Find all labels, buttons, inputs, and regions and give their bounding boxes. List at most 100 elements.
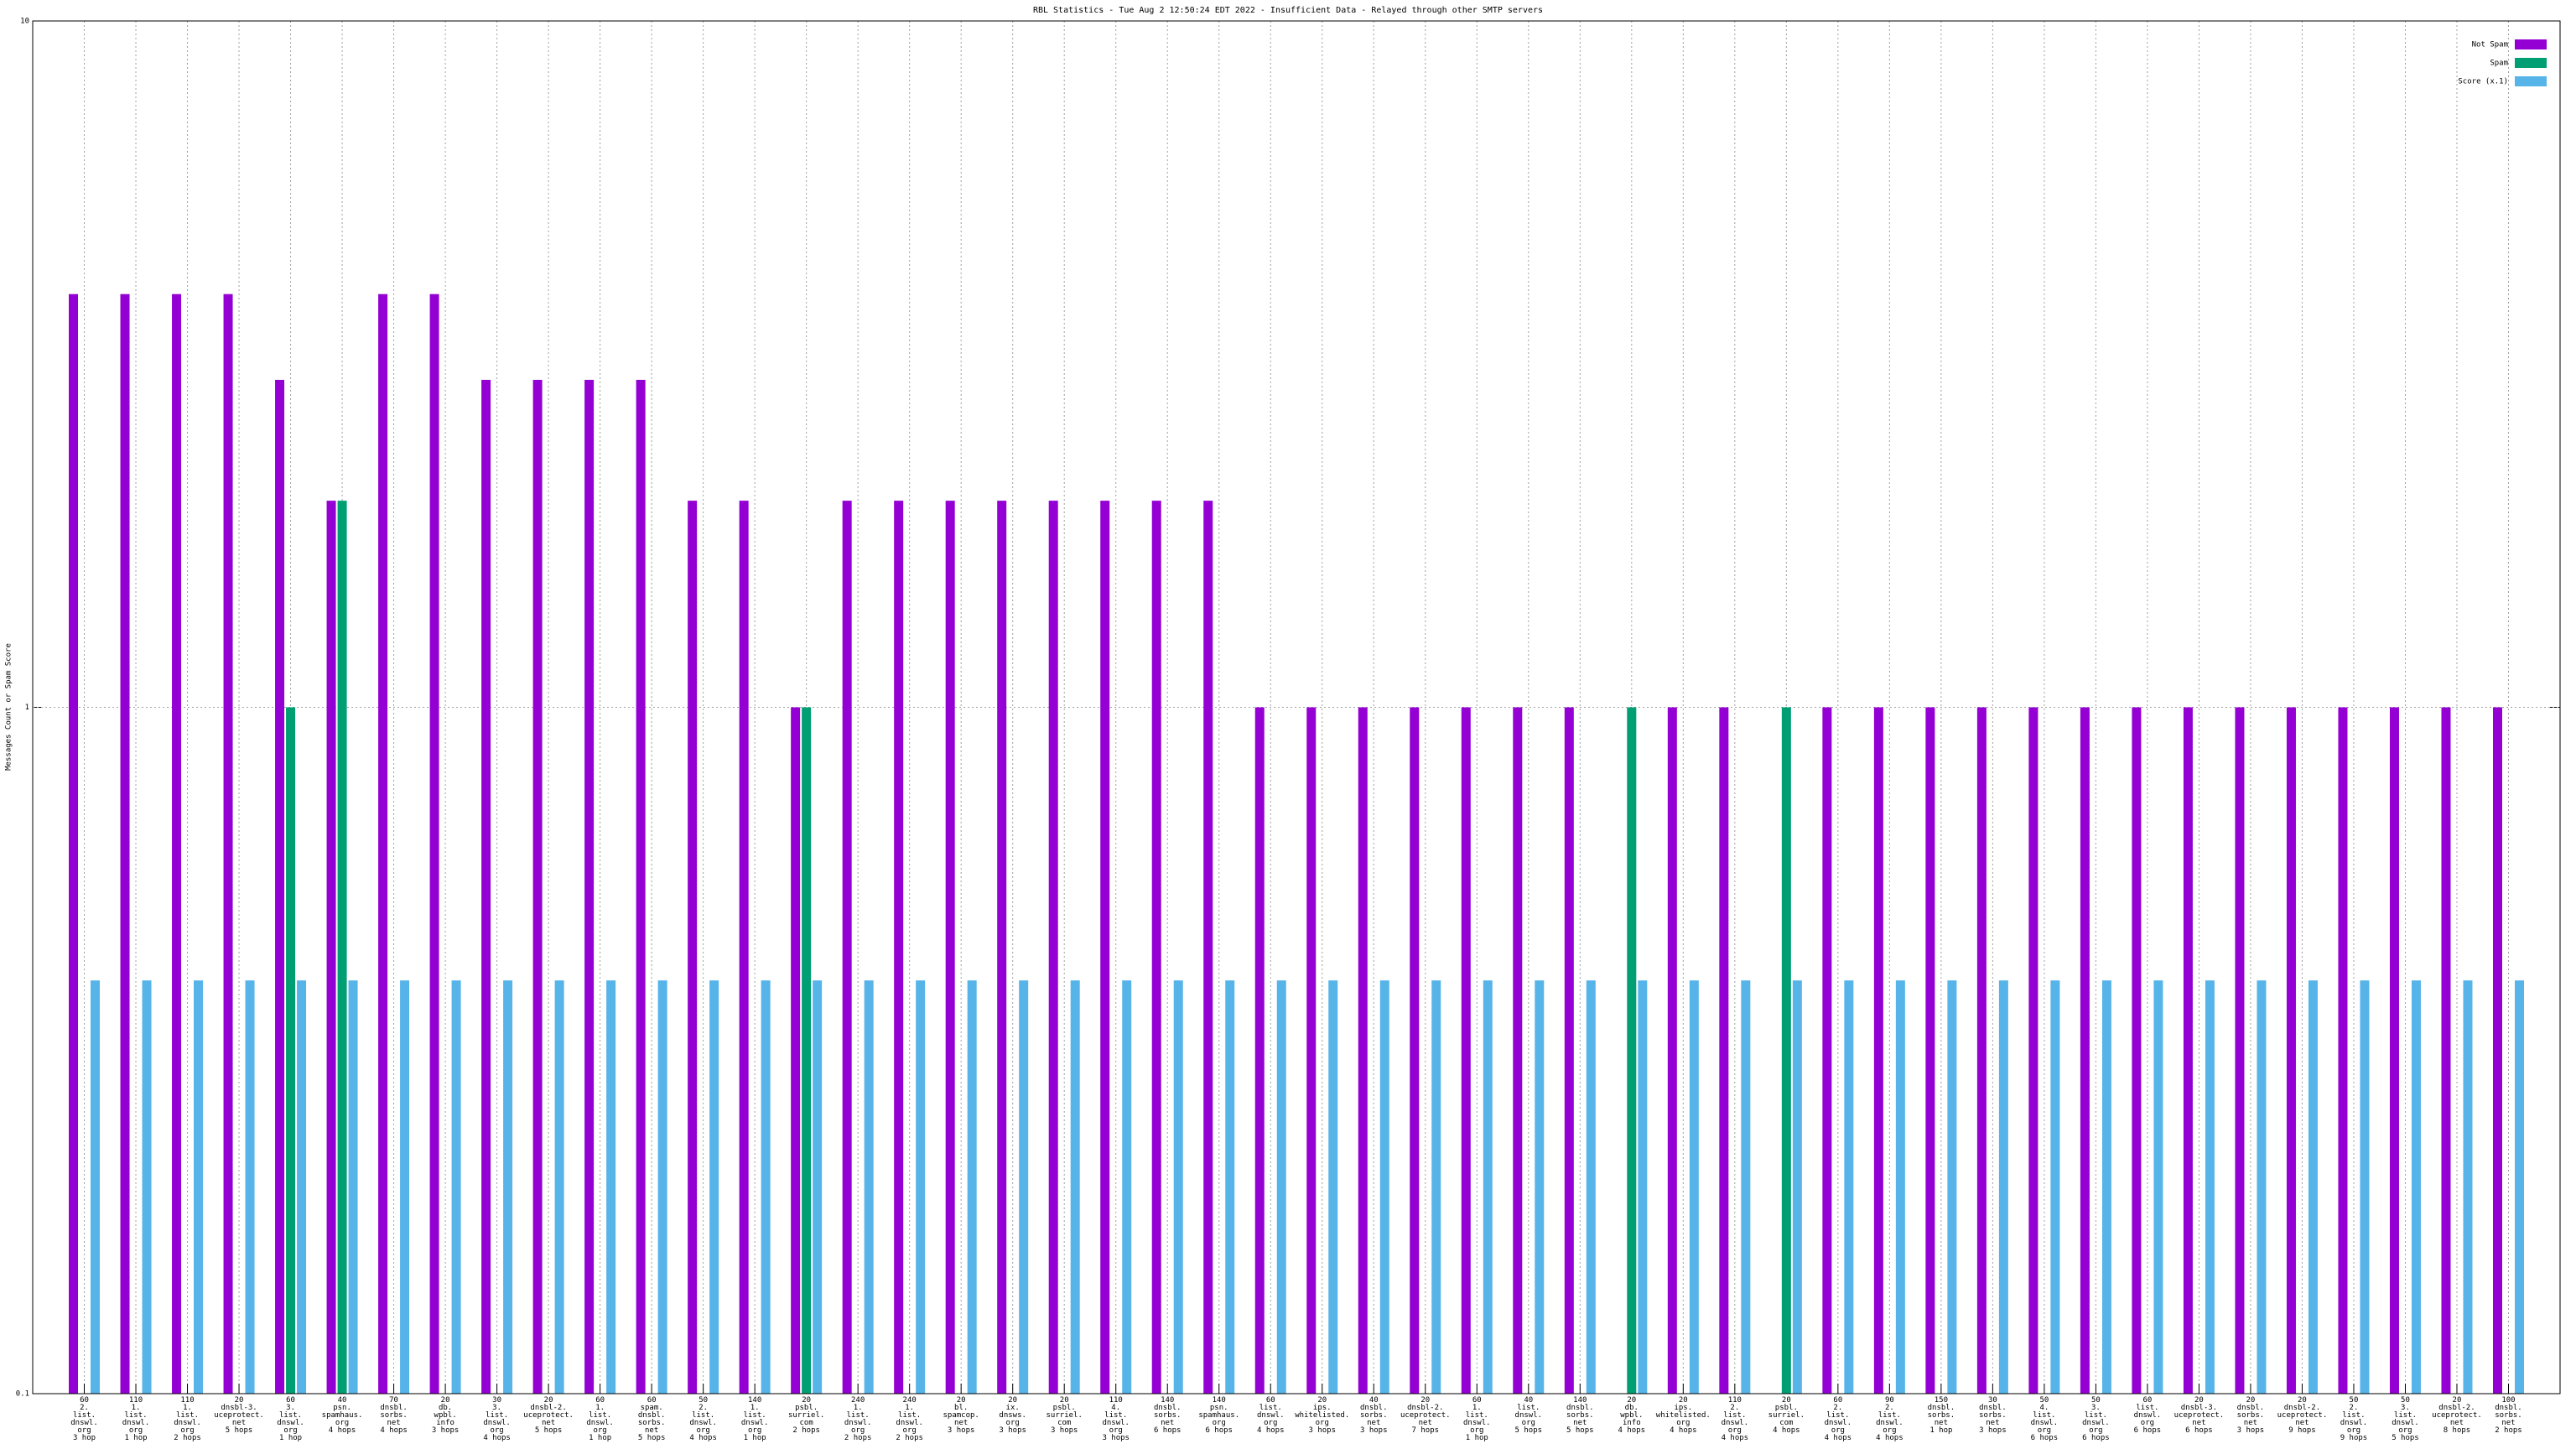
x-tick-label-line: 1. [183, 1404, 192, 1412]
bar [584, 379, 595, 1394]
x-tick-label-line: 20 [1679, 1396, 1688, 1405]
bar [91, 980, 101, 1394]
x-tick-label-line: net [1935, 1419, 1948, 1427]
x-tick-label-line: 20 [2246, 1396, 2256, 1405]
x-tick-label-line: 20 [802, 1396, 811, 1405]
x-tick-label-line: dnsbl. [2495, 1404, 2522, 1412]
x-tick-label: 20 psbl. surriel. com 3 hops [1046, 1396, 1083, 1435]
legend-label: Not Spam [2472, 41, 2508, 49]
bar [1151, 501, 1161, 1394]
x-tick-label-line: 20 [1008, 1396, 1017, 1405]
x-tick-label-line: org [2089, 1426, 2102, 1435]
x-tick-label: 140 psn. spamhaus. org 6 hops [1198, 1396, 1239, 1435]
x-tick-label-line: org [490, 1426, 503, 1435]
x-tick-label-line: spamcop. [943, 1411, 979, 1420]
x-tick-label-line: 3 hops [432, 1426, 460, 1435]
x-tick-label-line: dnsbl. [1360, 1404, 1388, 1412]
x-tick-label-line: dnsbl. [1154, 1404, 1182, 1412]
x-tick-label-line: uceprotect. [2432, 1411, 2482, 1420]
x-tick-label: 140 dnsbl. sorbs. net 5 hops [1566, 1396, 1594, 1435]
bar [1070, 980, 1080, 1394]
legend-swatch [2515, 58, 2547, 68]
x-tick-label-line: 2. [699, 1404, 708, 1412]
bar [791, 707, 801, 1394]
x-tick-label-line: dnswl. [2340, 1419, 2368, 1427]
x-tick-label: 60 list. dnswl. org 6 hops [2134, 1396, 2162, 1435]
x-tick-label: 20 bl. spamcop. net 3 hops [943, 1396, 979, 1435]
x-tick-label-line: 60 [595, 1396, 605, 1405]
x-tick-label-line: 20 [1782, 1396, 1791, 1405]
bar [378, 293, 388, 1394]
x-tick-label-line: 140 [1573, 1396, 1587, 1405]
x-tick-label-line: dnswl. [2082, 1419, 2110, 1427]
x-tick-label-line: org [1109, 1426, 1123, 1435]
bar [2286, 707, 2296, 1394]
bar [802, 707, 812, 1394]
bar [1689, 980, 1699, 1394]
legend-label: Score (x.1) [2458, 78, 2508, 86]
x-tick-label-line: org [2398, 1426, 2412, 1435]
bar [1306, 707, 1317, 1394]
x-tick-label-line: 9 hops [2288, 1426, 2316, 1435]
x-tick-label-line: dnswl. [741, 1419, 769, 1427]
x-tick-label-line: 20 [441, 1396, 450, 1405]
x-tick-label-line: 3 hops [2237, 1426, 2265, 1435]
x-tick-label-line: list. [2136, 1404, 2158, 1412]
bar [945, 501, 955, 1394]
x-tick-label-line: org [2038, 1426, 2051, 1435]
x-tick-label: 50 3. list. dnswl. org 6 hops [2082, 1396, 2110, 1442]
bar [1873, 707, 1883, 1394]
x-tick-label-line: 4 hops [1257, 1426, 1285, 1435]
x-tick-label-line: 3 hops [999, 1426, 1026, 1435]
x-tick-label: 20 dnsbl-3. uceprotect. net 5 hops [214, 1396, 264, 1435]
x-tick-label-line: dnsbl-2. [2284, 1404, 2320, 1412]
x-tick-label-line: list. [176, 1411, 199, 1420]
x-tick-label-line: 4 hops [1722, 1434, 1749, 1442]
bar [2205, 980, 2215, 1394]
bar [2257, 980, 2267, 1394]
x-tick-label: 60 list. dnswl. org 4 hops [1257, 1396, 1285, 1435]
x-tick-label-line: org [1264, 1419, 1277, 1427]
x-tick-label-line: 50 [2350, 1396, 2359, 1405]
x-tick-label-line: org [180, 1426, 194, 1435]
bar [554, 980, 564, 1394]
x-tick-label-line: org [129, 1426, 143, 1435]
x-tick-label-line: dnswl. [1463, 1419, 1491, 1427]
chart-title: RBL Statistics - Tue Aug 2 12:50:24 EDT … [1033, 6, 1543, 15]
x-tick-label-line: 90 [1885, 1396, 1894, 1405]
x-tick-label-line: dnswl. [174, 1419, 201, 1427]
x-tick-label-line: 50 [2091, 1396, 2101, 1405]
x-tick-label-line: dnswl. [844, 1419, 872, 1427]
bar [1781, 707, 1791, 1394]
bar [1513, 707, 1523, 1394]
bar [1328, 980, 1338, 1394]
bar [120, 293, 130, 1394]
x-tick-label-line: 140 [1161, 1396, 1174, 1405]
x-tick-label: 110 2. list. dnswl. org 4 hops [1722, 1396, 1749, 1442]
x-tick-label-line: 5 hops [1566, 1426, 1594, 1435]
x-tick-label-line: list. [1466, 1411, 1488, 1420]
bar [1667, 707, 1677, 1394]
x-tick-label-line: list. [1517, 1404, 1540, 1412]
bar [916, 980, 926, 1394]
x-tick-label: 70 dnsbl. sorbs. net 4 hops [380, 1396, 408, 1435]
x-tick-label-line: dnsws. [999, 1411, 1026, 1420]
bar [337, 501, 347, 1394]
x-tick-label-line: 2. [80, 1404, 89, 1412]
x-tick-label-line: 1. [595, 1404, 605, 1412]
x-tick-label-line: sorbs. [638, 1419, 666, 1427]
x-tick-label-line: org [903, 1426, 917, 1435]
x-tick-label-line: dnswl. [586, 1419, 614, 1427]
x-tick-label-line: psbl. [795, 1404, 818, 1412]
bar [2235, 707, 2245, 1394]
x-tick-label-line: list. [847, 1411, 870, 1420]
x-tick-label: 60 1. list. dnswl. org 1 hop [586, 1396, 614, 1442]
x-tick-label-line: 70 [389, 1396, 398, 1405]
x-tick-label-line: 20 [1060, 1396, 1069, 1405]
x-tick-label-line: ips. [1674, 1404, 1692, 1412]
x-tick-label-line: org [2141, 1419, 2154, 1427]
x-tick-label-line: list. [486, 1411, 508, 1420]
x-tick-label-line: dnsbl. [1928, 1404, 1955, 1412]
